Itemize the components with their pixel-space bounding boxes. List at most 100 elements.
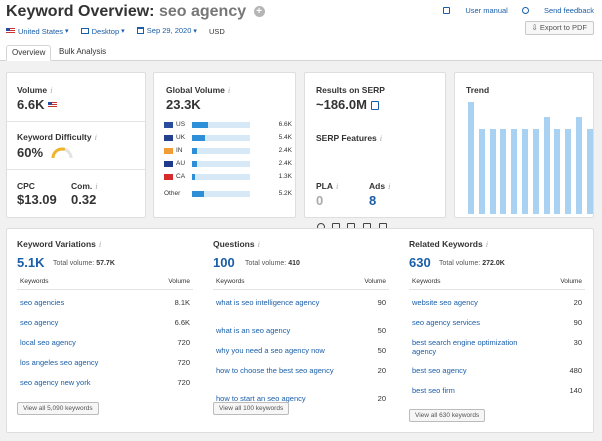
volume-bar-fill	[192, 161, 197, 167]
add-keyword-icon[interactable]: +	[253, 6, 265, 17]
com-label: Com. i	[71, 181, 98, 191]
top-bar: Keyword Overview: seo agency + United St…	[0, 0, 602, 44]
global-volume-label: Global Volume i	[166, 85, 230, 95]
keyword-link[interactable]: seo agency	[20, 318, 59, 327]
chevron-down-icon: ▾	[121, 28, 125, 35]
global-volume-row: UK 5.4K	[164, 133, 294, 143]
keyword-variations-count[interactable]: 5.1K	[17, 255, 45, 270]
keyword-variations-title: Keyword Variations i	[17, 239, 187, 249]
keyword-link[interactable]: seo agency services	[412, 318, 480, 327]
keyword-variations-title-text: Keyword Variations	[17, 239, 96, 249]
questions-count[interactable]: 100	[213, 255, 235, 270]
info-icon[interactable]: i	[257, 239, 260, 249]
keyword-link[interactable]: how to start an seo agency	[216, 394, 306, 403]
divider	[7, 169, 145, 170]
total-volume-value: 410	[288, 260, 300, 267]
info-icon[interactable]: i	[95, 181, 98, 191]
keyword-row: what is an seo agency 50	[216, 326, 386, 335]
keyword-link[interactable]: seo agencies	[20, 298, 65, 307]
total-volume-label: Total volume:	[53, 260, 95, 267]
volume-bar-track	[192, 191, 250, 197]
title-prefix: Keyword Overview:	[6, 3, 155, 20]
info-icon[interactable]: i	[50, 85, 53, 95]
keyword-row: local seo agency 720	[20, 338, 190, 347]
country-volume: 2.4K	[278, 160, 292, 167]
info-icon[interactable]: i	[94, 132, 97, 142]
keyword-link[interactable]: best seo firm	[412, 386, 455, 395]
date-select[interactable]: Sep 29, 2020 ▾	[136, 26, 197, 35]
ads-label: Ads i	[369, 181, 390, 191]
country-select[interactable]: United States ▾	[6, 27, 69, 36]
view-all-questions-button[interactable]: View all 100 keywords	[213, 402, 290, 415]
info-icon[interactable]: i	[485, 239, 489, 249]
keyword-row: best seo agency 480	[412, 366, 582, 375]
keyword-link[interactable]: seo agency new york	[20, 378, 91, 387]
keyword-link[interactable]: local seo agency	[20, 338, 76, 347]
document-icon[interactable]	[370, 101, 379, 110]
keyword-link[interactable]: website seo agency	[412, 298, 478, 307]
us-flag-icon	[48, 102, 58, 108]
volume-bar-fill	[192, 174, 196, 180]
serp-card: Results on SERP ~186.0M SERP Features i P…	[304, 72, 446, 231]
keyword-link[interactable]: best seo agency	[412, 366, 467, 375]
volume-bar-fill	[192, 135, 205, 141]
keyword-link[interactable]: what is an seo agency	[216, 326, 291, 335]
device-select[interactable]: Desktop ▾	[80, 27, 125, 36]
trend-bar	[522, 128, 528, 214]
country-code: AU	[176, 160, 186, 167]
volume-bar-track	[192, 135, 250, 141]
col-keywords: Keywords	[216, 278, 245, 285]
info-icon[interactable]: i	[98, 239, 102, 249]
keyword-row: how to start an seo agency 20	[216, 394, 386, 403]
keyword-link[interactable]: how to choose the best seo agency	[216, 366, 334, 375]
filter-bar: United States ▾ Desktop ▾ Sep 29, 2020 ▾…	[6, 26, 225, 36]
divider	[409, 289, 585, 290]
keyword-volume: 8.1K	[174, 298, 190, 307]
country-select-label: United States	[18, 26, 64, 36]
country-code: IN	[176, 147, 183, 154]
related-keywords-title: Related Keywords i	[409, 239, 579, 249]
global-volume-row: IN 2.4K	[164, 146, 294, 156]
volume-bar-fill	[192, 148, 197, 154]
kd-value: 60%	[17, 145, 44, 160]
tab-bulk-analysis[interactable]: Bulk Analysis	[59, 47, 107, 56]
trend-label: Trend	[466, 85, 490, 95]
send-feedback-link[interactable]: Send feedback	[521, 6, 594, 15]
total-volume-value: 57.7K	[96, 260, 115, 267]
user-manual-link[interactable]: User manual	[443, 6, 508, 15]
keyword-volume: 20	[377, 366, 386, 375]
questions-title: Questions i	[213, 239, 383, 249]
info-icon[interactable]: i	[388, 181, 391, 191]
top-links: User manual Send feedback	[431, 6, 594, 15]
tab-overview[interactable]: Overview	[6, 45, 52, 61]
view-all-variations-button[interactable]: View all 5,090 keywords	[17, 402, 99, 415]
export-pdf-button[interactable]: ⇩ Export to PDF	[524, 21, 594, 35]
volume-bar-fill	[192, 122, 209, 128]
questions-title-text: Questions	[213, 239, 255, 249]
info-icon[interactable]: i	[379, 133, 383, 143]
keyword-link[interactable]: why you need a seo agency now	[216, 346, 325, 355]
title-keyword: seo agency	[158, 3, 247, 20]
country-code: US	[176, 121, 186, 128]
col-keywords: Keywords	[20, 278, 49, 285]
keyword-link[interactable]: best search engine optimization agency	[412, 338, 518, 356]
chevron-down-icon: ▾	[65, 28, 69, 35]
volume-card: Volume i 6.6K Keyword Difficulty i 60% CPC…	[6, 72, 146, 218]
pla-label: PLA i	[316, 181, 338, 191]
global-volume-row: AU 2.4K	[164, 159, 294, 169]
global-volume-row: US 6.6K	[164, 120, 294, 130]
keyword-variations-total: Total volume: 57.7K	[53, 260, 115, 267]
trend-bar	[478, 128, 485, 214]
keyword-link[interactable]: what is seo intelligence agency	[216, 298, 320, 307]
country-code: UK	[176, 134, 186, 141]
view-all-related-button[interactable]: View all 630 keywords	[409, 409, 486, 422]
keyword-row: los angeles seo agency 720	[20, 358, 190, 367]
keyword-row: how to choose the best seo agency 20	[216, 366, 386, 375]
info-icon[interactable]: i	[336, 181, 339, 191]
info-icon[interactable]: i	[227, 85, 231, 95]
related-keywords-count[interactable]: 630	[409, 255, 431, 270]
ads-value[interactable]: 8	[369, 193, 377, 208]
trend-bar	[489, 128, 496, 214]
keyword-link[interactable]: los angeles seo agency	[20, 358, 99, 367]
global-volume-label-text: Global Volume	[166, 85, 225, 95]
